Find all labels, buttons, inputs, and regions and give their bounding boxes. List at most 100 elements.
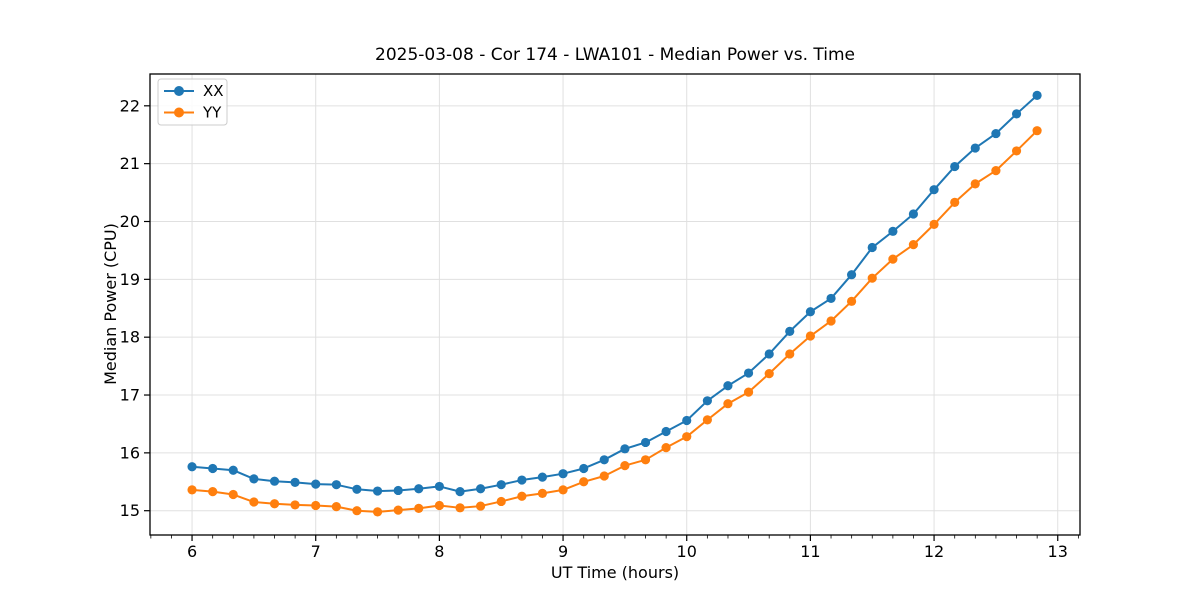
data-point-YY bbox=[682, 432, 692, 442]
data-point-YY bbox=[661, 443, 671, 453]
data-point-XX bbox=[311, 479, 321, 489]
y-tick-label: 16 bbox=[120, 443, 140, 462]
data-point-YY bbox=[929, 219, 939, 229]
data-point-XX bbox=[846, 270, 857, 280]
data-point-YY bbox=[187, 485, 197, 495]
data-point-XX bbox=[599, 455, 609, 465]
data-point-XX bbox=[372, 486, 383, 496]
data-point-XX bbox=[640, 437, 651, 448]
data-point-YY bbox=[846, 296, 857, 306]
data-point-XX bbox=[764, 349, 774, 359]
y-tick-label: 20 bbox=[120, 212, 140, 231]
x-tick-label: 13 bbox=[1048, 542, 1068, 561]
y-tick-label: 15 bbox=[120, 501, 140, 520]
y-tick-label: 18 bbox=[120, 328, 140, 347]
data-point-XX bbox=[723, 381, 733, 391]
data-point-XX bbox=[991, 128, 1001, 139]
data-point-YY bbox=[558, 485, 568, 495]
x-tick-label: 6 bbox=[187, 542, 197, 561]
series-line-XX bbox=[191, 94, 1038, 493]
data-point-YY bbox=[208, 487, 218, 497]
data-point-XX bbox=[352, 484, 362, 494]
data-point-XX bbox=[579, 463, 589, 474]
y-tick-label: 22 bbox=[120, 96, 140, 115]
data-point-YY bbox=[888, 254, 898, 264]
data-point-XX bbox=[434, 481, 444, 492]
x-tick-label: 8 bbox=[434, 542, 444, 561]
data-point-XX bbox=[187, 462, 197, 472]
data-point-XX bbox=[929, 185, 939, 195]
data-point-XX bbox=[1032, 90, 1042, 101]
data-point-YY bbox=[723, 399, 733, 409]
data-point-XX bbox=[496, 480, 506, 490]
data-point-YY bbox=[599, 471, 609, 481]
data-point-YY bbox=[352, 506, 362, 516]
x-tick-label: 12 bbox=[924, 542, 944, 561]
data-point-XX bbox=[208, 463, 218, 474]
data-point-XX bbox=[517, 475, 527, 485]
data-point-YY bbox=[1032, 126, 1042, 136]
data-point-YY bbox=[805, 331, 815, 341]
y-tick-label: 17 bbox=[120, 386, 140, 405]
data-point-YY bbox=[867, 273, 877, 283]
data-point-YY bbox=[743, 387, 754, 397]
legend-marker bbox=[174, 86, 184, 96]
data-point-YY bbox=[249, 497, 259, 507]
data-point-XX bbox=[537, 472, 548, 482]
data-point-YY bbox=[764, 369, 774, 379]
data-point-YY bbox=[991, 165, 1001, 176]
x-tick-label: 7 bbox=[311, 542, 321, 561]
x-tick-label: 9 bbox=[558, 542, 568, 561]
data-point-YY bbox=[290, 500, 300, 510]
x-tick-label: 10 bbox=[677, 542, 697, 561]
data-point-YY bbox=[1011, 146, 1022, 156]
chart-title: 2025-03-08 - Cor 174 - LWA101 - Median P… bbox=[375, 45, 855, 65]
x-axis-label: UT Time (hours) bbox=[551, 563, 679, 582]
plot-frame bbox=[149, 73, 1081, 536]
grid-layer bbox=[150, 74, 1080, 535]
data-point-XX bbox=[1011, 109, 1022, 119]
data-point-YY bbox=[331, 502, 341, 512]
data-point-YY bbox=[455, 503, 465, 513]
data-point-XX bbox=[661, 426, 671, 437]
data-point-XX bbox=[620, 444, 630, 454]
data-point-XX bbox=[290, 477, 300, 487]
data-point-YY bbox=[785, 349, 795, 359]
data-point-XX bbox=[888, 226, 898, 236]
y-tick-label: 21 bbox=[120, 154, 140, 173]
legend-entry-label: XX bbox=[203, 82, 224, 100]
data-point-YY bbox=[414, 503, 424, 513]
data-point-YY bbox=[269, 499, 280, 509]
data-point-XX bbox=[331, 480, 341, 490]
data-point-YY bbox=[537, 488, 548, 498]
data-point-YY bbox=[311, 500, 321, 511]
data-point-XX bbox=[970, 143, 980, 153]
legend-marker bbox=[174, 107, 184, 118]
data-point-XX bbox=[950, 161, 960, 172]
data-point-XX bbox=[558, 469, 568, 479]
data-point-XX bbox=[743, 368, 754, 378]
data-point-XX bbox=[393, 485, 403, 496]
data-point-YY bbox=[702, 415, 712, 425]
series-layer bbox=[187, 90, 1042, 517]
data-point-YY bbox=[950, 197, 960, 208]
y-axis-label: Median Power (CPU) bbox=[101, 223, 120, 385]
data-point-YY bbox=[393, 505, 403, 515]
data-point-XX bbox=[702, 396, 712, 406]
data-point-XX bbox=[455, 487, 465, 497]
data-point-YY bbox=[496, 496, 506, 507]
y-tick-label: 19 bbox=[120, 270, 140, 289]
data-point-YY bbox=[475, 501, 486, 511]
data-point-YY bbox=[620, 460, 630, 471]
data-point-YY bbox=[372, 507, 383, 517]
legend-entry-label: YY bbox=[202, 104, 222, 122]
axes-layer: 6 7 8 9 10 11 12 13 15 16 17 18 19 20 21 22 bbox=[120, 73, 1081, 561]
data-point-XX bbox=[414, 484, 424, 494]
data-point-XX bbox=[826, 293, 836, 304]
data-point-YY bbox=[908, 240, 919, 250]
x-tick-label: 11 bbox=[800, 542, 820, 561]
data-point-YY bbox=[970, 179, 980, 189]
data-point-YY bbox=[517, 491, 527, 501]
